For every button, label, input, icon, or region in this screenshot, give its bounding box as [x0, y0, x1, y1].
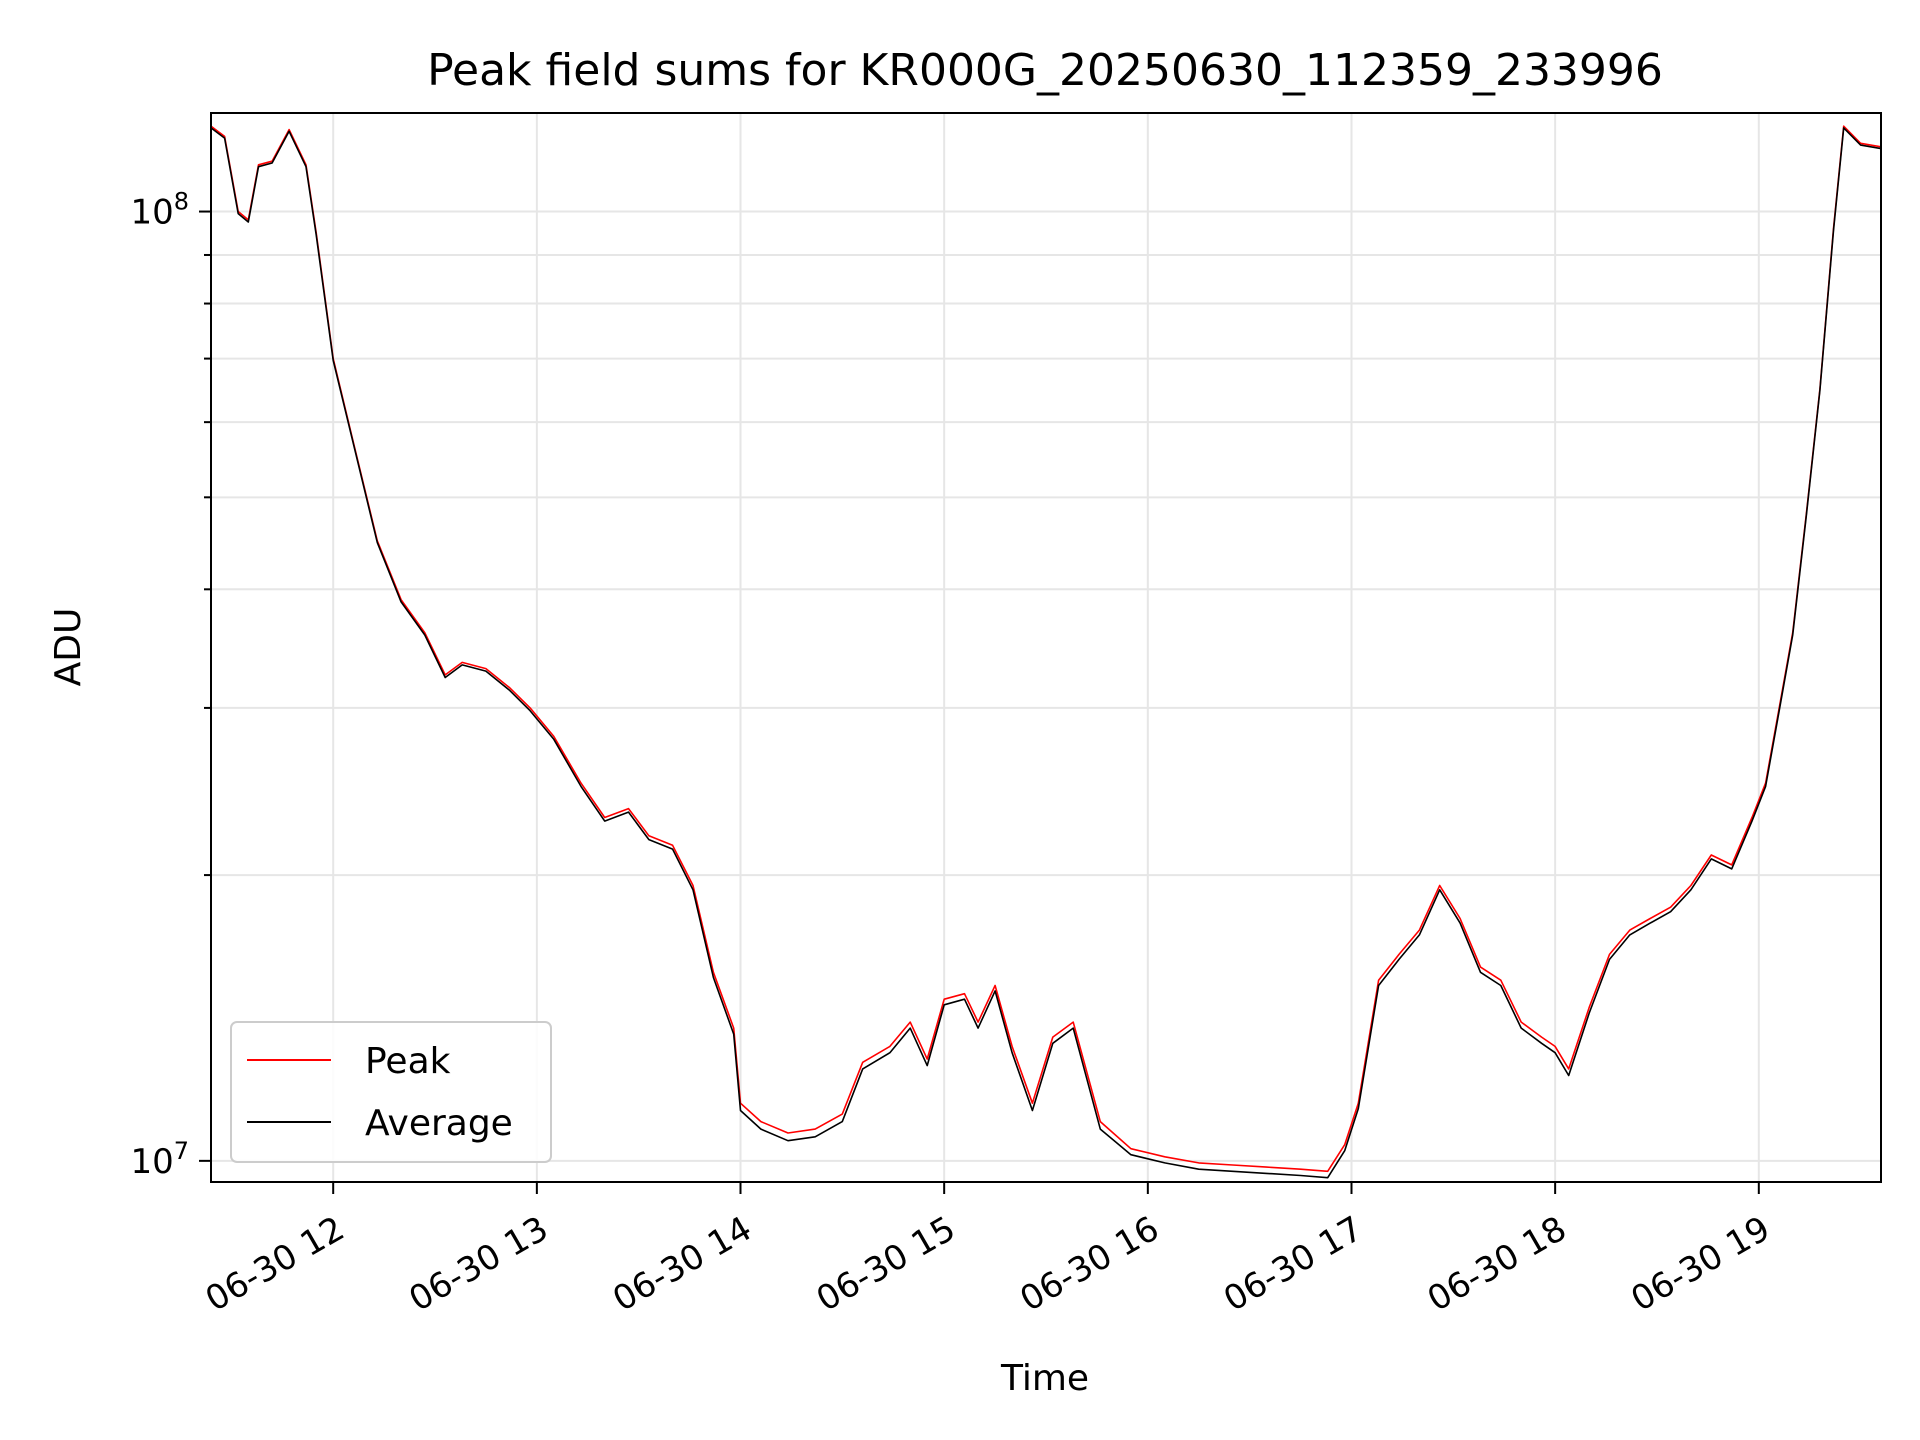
y-tick-label: 108 [130, 188, 189, 233]
series-layer [211, 125, 1881, 1179]
series-line-peak [211, 125, 1881, 1173]
legend-box [230, 1021, 552, 1163]
chart-title: Peak field sums for KR000G_20250630_1123… [427, 45, 1663, 96]
legend-label-peak: Peak [365, 1041, 451, 1082]
plot-frame [210, 112, 1882, 1183]
y-tick-label: 107 [130, 1137, 189, 1182]
legend: Peak Average [230, 1021, 552, 1163]
series-line-average [211, 127, 1881, 1179]
x-axis-label: Time [1000, 1358, 1089, 1399]
legend-label-average: Average [365, 1103, 513, 1144]
grid [211, 113, 1881, 1182]
y-axis-label: ADU [48, 608, 89, 687]
y-axis: 107 108 [130, 188, 211, 1182]
